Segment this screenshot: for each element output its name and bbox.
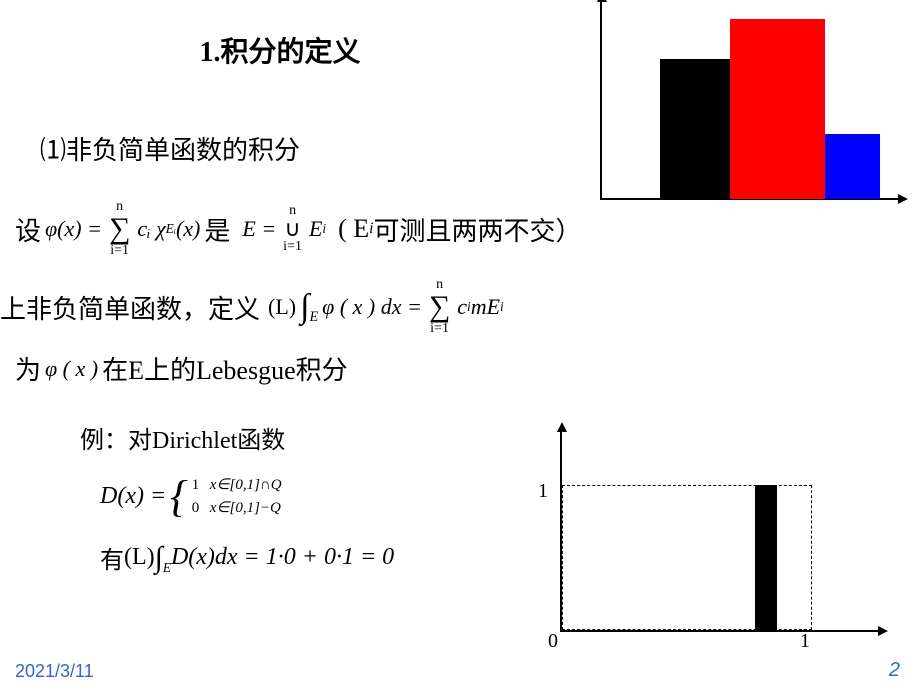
text-mid: 是 (204, 211, 230, 248)
definition-line-1: 设 φ(x) = n ∑ i=1 cᵢ χ Eᵢ (x) 是 E = n ∪ i… (15, 200, 582, 258)
section-subtitle: ⑴非负简单函数的积分 (40, 130, 300, 167)
L-prefix: (L) (268, 294, 296, 320)
sum2-mE-sub: i (500, 299, 504, 315)
union-body: E i (309, 216, 326, 242)
union-bot: i=1 (283, 240, 302, 254)
cup-icon: ∪ (285, 218, 301, 240)
integral-sub-2: E (163, 560, 171, 576)
D-eq: D(x) = (100, 483, 166, 510)
bar (730, 19, 825, 199)
math-E: E = (242, 216, 276, 242)
example-block: 例：对Dirichlet函数 D(x) = { 1 x∈[0,1]∩Q 0 x∈… (80, 420, 394, 575)
page-number: 2 (889, 659, 900, 682)
bar (825, 134, 880, 199)
sum-bot: i=1 (110, 244, 129, 258)
bar-chart-y-axis (600, 0, 602, 200)
integral-icon-2: ∫ (155, 541, 163, 575)
definition-line-3: 为 φ ( x ) 在E上的Lebesgue积分 (15, 350, 348, 387)
bar (660, 59, 730, 199)
sum2-body: c i mE i (457, 294, 503, 320)
x-tick-1: 1 (800, 630, 810, 653)
brace-icon: { (170, 471, 188, 522)
case1-val: 1 (192, 474, 210, 497)
case2-cond: x∈[0,1]−Q (210, 497, 281, 520)
phi-integrand: φ ( x ) dx = (322, 294, 422, 320)
solid-bar (755, 485, 777, 630)
result-pre: 有 (100, 540, 124, 575)
case2-val: 0 (192, 497, 210, 520)
sum-body-tail: (x) (176, 216, 200, 242)
paren-open: ( E (338, 214, 369, 244)
dirichlet-def: D(x) = { 1 x∈[0,1]∩Q 0 x∈[0,1]−Q (100, 471, 394, 522)
text-pre2: 上非负简单函数，定义 (0, 289, 260, 326)
sum2-body-main: c (457, 294, 467, 320)
case-1: 1 x∈[0,1]∩Q (192, 474, 282, 497)
y-tick-1: 1 (538, 480, 548, 503)
case1-cond: x∈[0,1]∩Q (210, 474, 282, 497)
definition-line-2: 上非负简单函数，定义 (L) ∫ E φ ( x ) dx = n ∑ i=1 … (0, 278, 508, 336)
text-pre3: 为 (15, 350, 41, 387)
sum2-mE: mE (471, 294, 500, 320)
text-pre: 设 (15, 211, 41, 248)
step-chart: 1 0 1 (530, 430, 890, 650)
integral-sub: E (309, 309, 318, 326)
text-tail3: 在E上的Lebesgue积分 (102, 350, 348, 387)
sigma-icon: ∑ (109, 214, 130, 244)
union-body-sub: i (322, 221, 326, 237)
x-tick-0: 0 (548, 630, 558, 653)
result-body: D(x)dx = 1·0 + 0·1 = 0 (171, 544, 394, 571)
sum-body: cᵢ χ Eᵢ (x) (137, 216, 200, 242)
case-2: 0 x∈[0,1]−Q (192, 497, 282, 520)
step-x-axis (560, 630, 880, 632)
sum-symbol: n ∑ i=1 (109, 200, 130, 258)
slide-date: 2021/3/11 (15, 661, 94, 682)
sum2-bot: i=1 (430, 322, 449, 336)
math-phi: φ(x) = (45, 216, 102, 242)
example-result: 有 (L) ∫ E D(x)dx = 1·0 + 0·1 = 0 (100, 540, 394, 575)
sum-body-sub: Eᵢ (166, 221, 176, 237)
bar-chart (580, 0, 900, 200)
union-body-main: E (309, 216, 322, 242)
sum-symbol-2: n ∑ i=1 (429, 278, 450, 336)
result-L: (L) (124, 544, 155, 571)
union-symbol: n ∪ i=1 (283, 204, 302, 254)
slide-title: 1.积分的定义 (0, 30, 560, 70)
sum-body-main: cᵢ χ (137, 216, 165, 242)
example-title: 例：对Dirichlet函数 (80, 420, 394, 455)
sigma-icon-2: ∑ (429, 292, 450, 322)
cases: 1 x∈[0,1]∩Q 0 x∈[0,1]−Q (192, 474, 282, 519)
text-tail: 可测且两两不交） (373, 211, 581, 248)
phi-x: φ ( x ) (45, 356, 98, 382)
